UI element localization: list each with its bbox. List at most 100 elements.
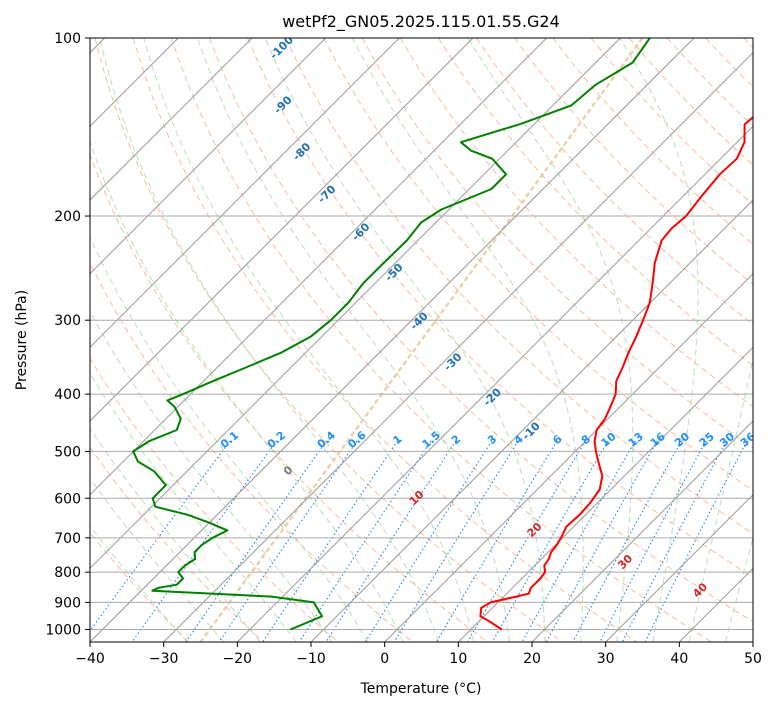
reference-curve (199, 38, 644, 642)
dry-adiabat (743, 38, 753, 49)
isotherm-line (678, 567, 753, 642)
isotherm-line (90, 38, 695, 642)
y-tick-label: 600 (54, 491, 81, 507)
dry-adiabat (667, 38, 753, 127)
x-tick-label: −10 (296, 651, 326, 667)
dry-adiabat (705, 38, 753, 88)
isotherm-label: -20 (481, 385, 504, 408)
isotherm-line (605, 493, 753, 642)
mixing-ratio-label: 2 (449, 432, 463, 447)
moist-adiabat (725, 535, 753, 642)
moist-adiabat (688, 356, 753, 642)
moist-adiabat-label: 30 (615, 552, 635, 572)
x-tick-label: −40 (75, 651, 105, 667)
mixing-ratio-line (185, 440, 327, 642)
mixing-ratio-label: 1.5 (420, 429, 443, 451)
dry-adiabat (132, 38, 638, 642)
isotherm-line (163, 51, 753, 642)
x-axis-ticks: −40 −30 −20 −10 0 10 20 30 40 50 (75, 642, 762, 667)
isotherm-line (90, 38, 400, 349)
mixing-ratio-label: 10 (599, 430, 619, 450)
line-label-layer: -100-90-80-70-60-50-40-30-20-100.1 0.2 0.4… (218, 33, 753, 600)
mixing-ratio-line (218, 440, 358, 642)
dry-adiabat (247, 38, 753, 578)
dry-adiabat (170, 38, 712, 642)
y-tick-label: 300 (54, 313, 81, 329)
dry-adiabat (94, 38, 563, 642)
mixing-ratio-line (491, 440, 609, 642)
moist-adiabat (352, 38, 584, 642)
mixing-ratio-line (599, 440, 707, 642)
mixing-ratio-line (621, 440, 727, 642)
dry-adiabat (438, 38, 753, 366)
mixing-ratio-line (521, 440, 636, 642)
y-tick-label: 100 (54, 31, 81, 47)
mixing-ratio-line (90, 440, 231, 632)
mixing-ratio-label: 16 (648, 430, 668, 450)
dry-adiabat (323, 38, 753, 492)
series-layer (132, 38, 753, 631)
isotherm-line (384, 272, 753, 642)
mixing-ratio-label: 20 (672, 430, 692, 450)
y-tick-label: 1000 (45, 622, 81, 638)
mixing-ratio-label: 30 (717, 430, 737, 450)
isotherm-label: -50 (382, 261, 405, 284)
isotherm-line (236, 125, 753, 642)
y-axis-ticks: 100 200 300 400 500 600 700 800 900 1000 (45, 31, 90, 638)
series-line-0 (479, 115, 753, 631)
background-lines (90, 38, 753, 642)
moist-adiabat (467, 38, 634, 642)
isotherm-label: -70 (315, 182, 338, 205)
moist-adiabat (264, 38, 546, 642)
series-line-1 (132, 38, 651, 631)
isotherm-label: -100 (267, 33, 296, 62)
dry-adiabat (285, 38, 753, 535)
mixing-ratio-label: 1 (391, 432, 405, 447)
x-tick-label: 30 (597, 651, 615, 667)
x-tick-label: −30 (149, 651, 179, 667)
isotherm-line (90, 38, 548, 496)
isotherm-line (90, 38, 621, 570)
x-tick-label: 10 (449, 651, 467, 667)
y-axis-label: Pressure (hPa) (14, 290, 30, 390)
mixing-ratio-line (325, 440, 457, 642)
moist-adiabat (90, 235, 369, 642)
y-tick-label: 900 (54, 595, 81, 611)
plot-frame (89, 37, 754, 643)
mixing-ratio-line (298, 440, 432, 642)
mixing-ratio-label: 13 (626, 430, 646, 450)
dry-adiabat (209, 38, 753, 623)
moist-adiabat (90, 427, 261, 642)
moist-adiabat (90, 477, 225, 642)
dry-adiabat (590, 38, 753, 206)
mixing-ratio-line (364, 440, 493, 642)
isotherm-line (531, 420, 753, 642)
moist-adiabat (90, 310, 333, 642)
x-tick-label: 50 (744, 651, 762, 667)
moist-adiabat (99, 38, 439, 642)
mixing-ratio-label: 0.6 (345, 428, 369, 451)
dry-adiabat (399, 38, 753, 408)
mixing-ratio-line (644, 440, 748, 642)
mixing-ratio-label: 25 (697, 430, 717, 450)
dry-adiabat (90, 357, 339, 642)
dry-adiabat (552, 38, 753, 245)
isotherm-line (310, 199, 753, 642)
moist-adiabat (143, 38, 475, 642)
x-tick-label: 0 (380, 651, 389, 667)
moist-adiabat (90, 524, 188, 642)
chart-title: wetPf2_GN05.2025.115.01.55.G24 (282, 12, 560, 32)
isotherm-label: -30 (441, 350, 464, 373)
y-tick-label: 800 (54, 565, 81, 581)
isotherm-line (752, 641, 753, 642)
isotherm-line (90, 38, 253, 201)
y-tick-label: 200 (54, 209, 81, 225)
moist-adiabat (619, 38, 699, 642)
isotherm-line (90, 38, 474, 422)
dry-adiabat (90, 446, 264, 642)
x-tick-label: 40 (670, 651, 688, 667)
x-tick-label: −20 (223, 651, 253, 667)
mixing-ratio-line (393, 440, 519, 642)
x-axis-label: Temperature (°C) (360, 681, 482, 697)
